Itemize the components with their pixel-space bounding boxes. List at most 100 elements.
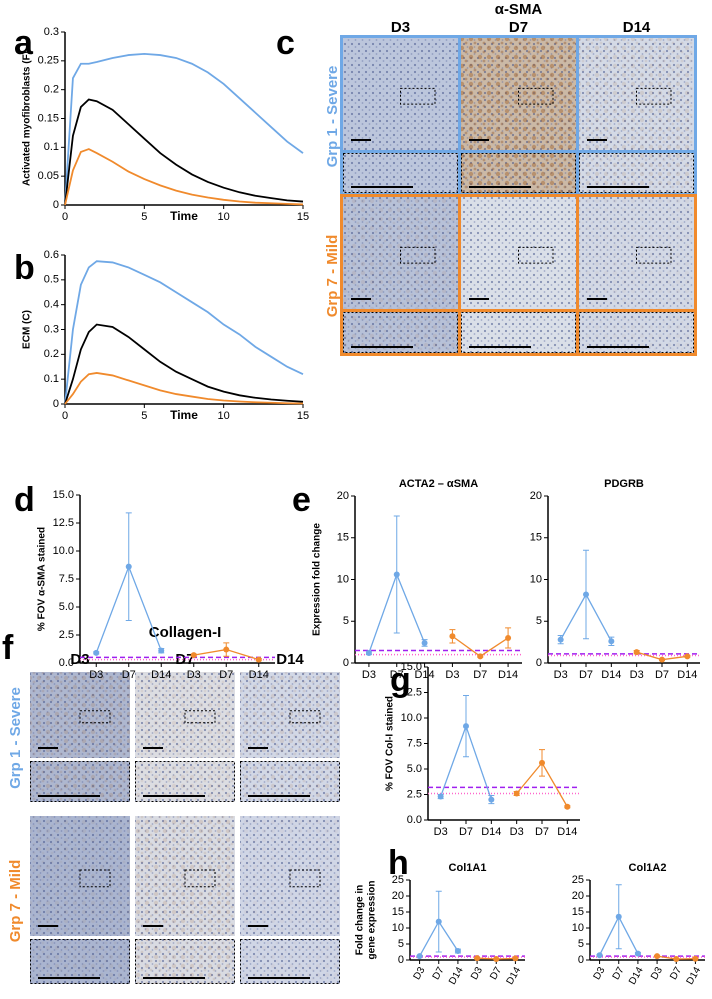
data-point <box>539 759 545 766</box>
y-tick-label: 0 <box>536 657 542 669</box>
data-point <box>673 956 680 963</box>
x-tick-label: D14 <box>447 965 466 987</box>
chart-title: ACTA2 – αSMA <box>399 478 478 490</box>
y-tick-label: 2.5 <box>407 788 422 800</box>
x-tick-label: D14 <box>677 669 697 681</box>
zoom-box <box>518 87 554 105</box>
zoom-box <box>184 869 216 888</box>
zoom-box <box>400 246 436 264</box>
panel-label: b <box>14 249 35 287</box>
y-tick-label: 0.2 <box>44 84 59 96</box>
y-tick-label: 10.0 <box>53 545 74 557</box>
data-point <box>684 653 691 660</box>
y-tick-label: 5 <box>343 615 349 627</box>
x-tick-label: D7 <box>668 965 684 982</box>
series-line <box>452 635 509 658</box>
data-point <box>488 796 495 803</box>
data-point <box>421 639 428 646</box>
inset-border <box>579 153 694 193</box>
y-tick-label: 5 <box>536 615 542 627</box>
inset-border <box>30 761 130 802</box>
y-tick-label: 0.1 <box>44 141 59 153</box>
micrograph-stain <box>240 816 340 936</box>
data-point <box>449 633 456 640</box>
y-tick-label: 0.4 <box>44 299 59 311</box>
x-axis-label: Time <box>170 209 198 223</box>
x-tick-label: D3 <box>554 669 568 681</box>
inset-border <box>135 761 235 802</box>
data-point <box>435 918 442 925</box>
y-tick-label: 10 <box>572 922 584 934</box>
panel-label: h <box>388 844 409 882</box>
data-point <box>557 636 564 643</box>
data-point <box>596 952 603 959</box>
data-point <box>505 634 512 641</box>
x-tick-label: D7 <box>122 669 136 681</box>
data-point <box>583 591 589 598</box>
y-axis-label: gene expression <box>367 881 378 960</box>
y-axis-label: Fold change in <box>355 885 366 956</box>
inset-border <box>461 153 576 193</box>
series-line <box>64 148 304 206</box>
micrograph-stain <box>240 939 340 984</box>
x-tick-label: D3 <box>362 669 376 681</box>
x-tick-label: D14 <box>151 669 171 681</box>
y-tick-label: 10 <box>530 573 542 585</box>
y-tick-label: 0.25 <box>38 55 59 67</box>
y-tick-label: 0.0 <box>59 657 74 669</box>
data-point <box>223 646 230 653</box>
zoom-box <box>518 246 554 264</box>
x-tick-label: 0 <box>62 410 68 422</box>
y-tick-label: 15.0 <box>53 489 74 501</box>
zoom-box <box>289 869 321 888</box>
zoom-box <box>636 87 672 105</box>
y-tick-label: 0.1 <box>44 373 59 385</box>
x-tick-label: D7 <box>459 826 473 838</box>
data-point <box>393 571 400 578</box>
data-point <box>190 652 197 659</box>
y-tick-label: 2.5 <box>59 629 74 641</box>
row-label: Grp 7 - Mild <box>324 235 341 318</box>
x-tick-label: 0 <box>62 211 68 223</box>
series-line <box>64 98 304 206</box>
inset-border <box>343 153 458 193</box>
x-tick-label: 5 <box>141 211 147 223</box>
data-point <box>493 956 500 963</box>
x-tick-label: D3 <box>630 669 644 681</box>
y-axis-label: % FOV α-SMA stained <box>37 527 48 631</box>
x-tick-label: 10 <box>218 211 230 223</box>
x-tick-label: D3 <box>89 669 103 681</box>
y-tick-label: 7.5 <box>59 573 74 585</box>
micrograph-stain <box>135 816 235 936</box>
x-tick-label: D3 <box>445 669 459 681</box>
x-tick-label: D14 <box>498 669 518 681</box>
y-tick-label: 0.3 <box>44 26 59 38</box>
x-tick-label: D14 <box>505 965 524 987</box>
y-tick-label: 5 <box>578 938 584 950</box>
inset-border <box>343 312 458 353</box>
y-tick-label: 0.6 <box>44 249 59 261</box>
micrograph-stain <box>30 939 130 984</box>
y-tick-label: 0 <box>343 657 349 669</box>
data-point <box>474 955 481 962</box>
x-tick-label: D7 <box>390 669 404 681</box>
y-tick-label: 20 <box>392 890 404 902</box>
chart-title: Col1A1 <box>449 862 487 874</box>
y-axis-label: Activated myofibroblasts (F) <box>22 51 33 186</box>
y-tick-label: 0.0 <box>407 814 422 826</box>
data-point <box>692 955 699 962</box>
panel-label: g <box>390 661 411 699</box>
x-tick-label: D3 <box>434 826 448 838</box>
data-point <box>608 638 615 645</box>
data-point <box>654 953 661 960</box>
y-tick-label: 20 <box>530 490 542 502</box>
x-tick-label: 15 <box>297 410 309 422</box>
y-tick-label: 15.0 <box>401 661 422 673</box>
y-tick-label: 7.5 <box>407 737 422 749</box>
micrograph-stain <box>461 38 576 150</box>
column-label: D7 <box>509 19 528 36</box>
data-point <box>615 913 622 920</box>
x-tick-label: 15 <box>297 211 309 223</box>
x-tick-label: D3 <box>592 965 608 982</box>
